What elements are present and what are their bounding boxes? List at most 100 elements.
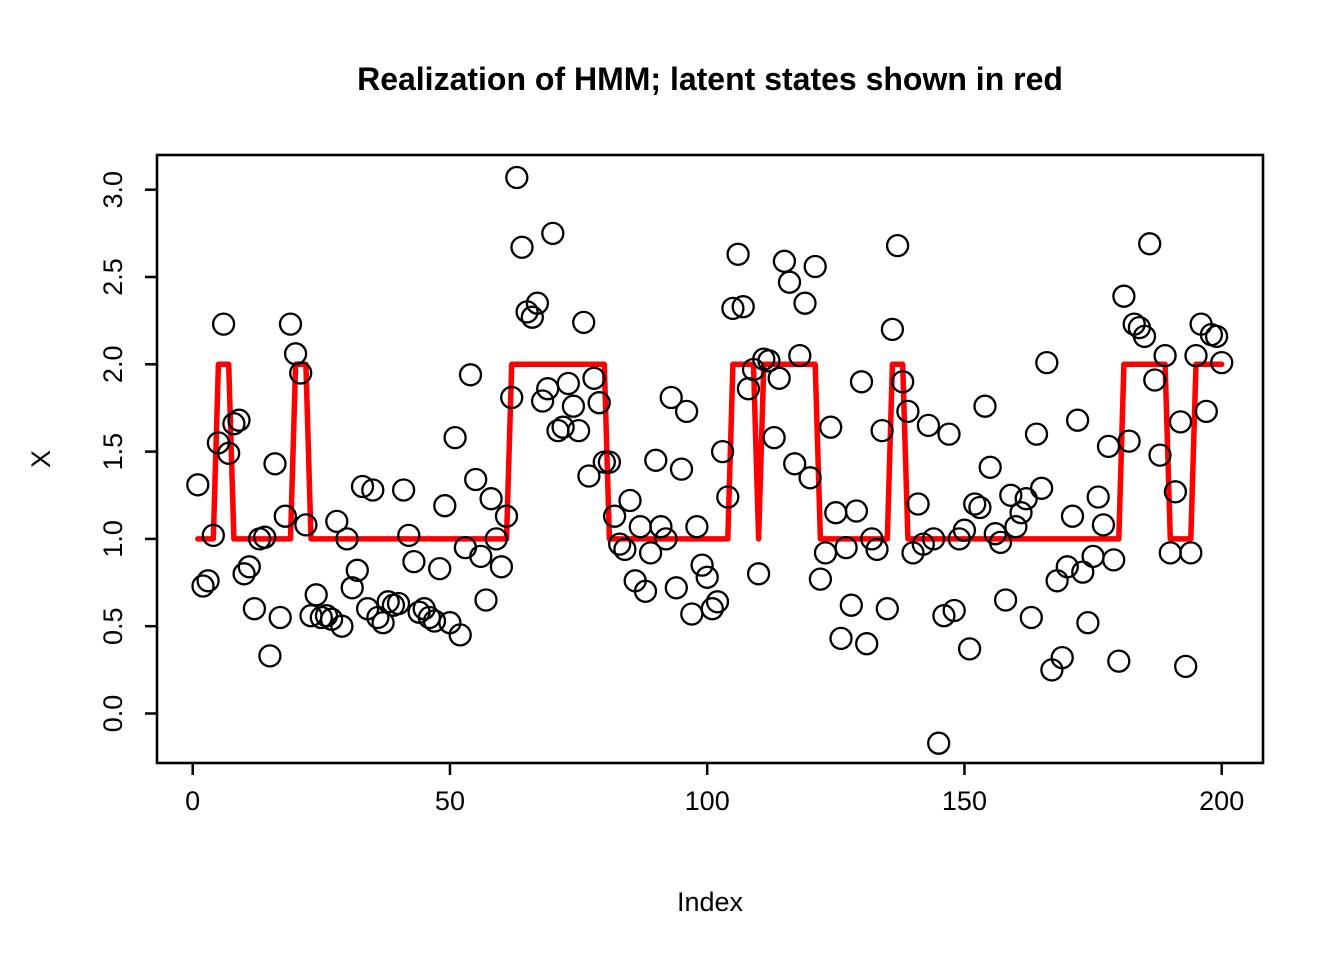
data-point <box>1029 476 1054 500</box>
data-point <box>1158 541 1182 565</box>
data-point <box>211 312 236 336</box>
data-point <box>525 291 550 315</box>
data-point <box>1153 343 1177 368</box>
data-point <box>335 527 359 551</box>
data-point <box>469 544 493 569</box>
x-tick-label: 150 <box>942 786 987 816</box>
x-tick-label: 50 <box>435 786 465 816</box>
data-point <box>263 452 287 476</box>
data-point <box>572 310 596 335</box>
x-axis-label: Index <box>677 887 744 917</box>
data-point <box>834 535 858 560</box>
data-point <box>458 363 483 387</box>
data-point <box>520 305 544 329</box>
data-point <box>654 527 678 551</box>
data-point <box>618 488 642 513</box>
data-point <box>530 389 555 413</box>
data-point <box>633 579 658 603</box>
y-tick-label: 1.5 <box>98 433 128 471</box>
data-point <box>186 473 210 497</box>
data-point <box>273 504 297 528</box>
data-point <box>829 626 853 651</box>
data-point <box>767 366 791 390</box>
data-point <box>978 455 1002 479</box>
data-point <box>849 370 874 394</box>
data-point <box>1086 485 1110 509</box>
data-point <box>927 731 951 755</box>
data-point <box>222 412 246 436</box>
data-point <box>824 501 848 525</box>
data-point <box>973 394 997 418</box>
scatter-points <box>186 165 1234 755</box>
data-point <box>819 415 843 439</box>
data-point <box>957 637 982 661</box>
data-point <box>788 343 812 368</box>
data-point <box>674 399 699 424</box>
data-point <box>289 361 313 385</box>
data-point <box>659 385 683 410</box>
data-point <box>746 562 771 586</box>
data-point <box>891 370 915 394</box>
data-point <box>443 425 467 450</box>
data-point <box>551 415 575 439</box>
data-point <box>191 574 215 598</box>
y-axis-label: X <box>26 450 56 468</box>
data-point <box>716 485 740 509</box>
data-point <box>855 632 879 656</box>
data-point <box>783 452 807 476</box>
axis-ticks <box>145 188 1223 775</box>
data-point <box>505 165 529 190</box>
data-point <box>649 515 673 539</box>
data-point <box>700 597 724 621</box>
data-point <box>839 593 863 617</box>
data-point <box>608 532 632 556</box>
data-point <box>1184 343 1208 368</box>
x-tick-labels: 0 50 100 150 200 <box>185 786 1244 816</box>
data-point <box>875 597 899 621</box>
data-point <box>705 590 730 614</box>
data-point <box>968 495 992 520</box>
data-point <box>988 530 1013 555</box>
data-point <box>1179 541 1203 565</box>
data-point <box>803 254 827 279</box>
data-point <box>479 487 503 511</box>
data-point <box>1204 324 1229 349</box>
data-point <box>474 588 498 612</box>
plot-box <box>155 153 1265 765</box>
data-point <box>283 342 308 366</box>
data-point <box>556 371 580 396</box>
data-point <box>1055 555 1079 579</box>
data-point <box>510 235 534 259</box>
data-point <box>386 591 411 616</box>
data-point <box>1117 429 1141 453</box>
data-point <box>808 567 833 591</box>
y-tick-label: 2.5 <box>98 258 128 296</box>
data-point <box>1148 443 1172 467</box>
data-point <box>1168 410 1193 434</box>
data-point <box>916 413 941 438</box>
data-point <box>1096 434 1121 459</box>
data-point <box>963 492 987 516</box>
data-point <box>304 583 328 607</box>
data-point <box>582 366 606 390</box>
y-tick-label: 1.0 <box>98 520 128 558</box>
data-point <box>880 317 905 342</box>
data-point <box>361 478 385 502</box>
data-point <box>448 623 472 647</box>
data-point <box>500 385 524 410</box>
data-point <box>577 464 601 488</box>
data-point <box>793 291 817 315</box>
data-point <box>1004 515 1028 539</box>
data-point <box>402 549 426 574</box>
data-point <box>1091 513 1116 537</box>
data-point <box>777 270 802 294</box>
data-point <box>1081 544 1105 569</box>
data-point <box>870 418 894 443</box>
data-point <box>669 457 694 481</box>
data-point <box>494 504 519 528</box>
data-point <box>325 509 349 534</box>
data-point <box>1132 324 1157 349</box>
data-point <box>1019 605 1043 630</box>
data-point <box>813 541 838 565</box>
